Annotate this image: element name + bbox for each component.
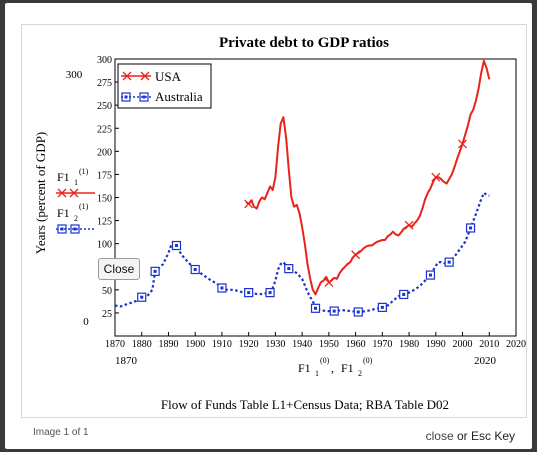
australia-point-marker-dot	[314, 306, 317, 310]
side-legend: F1 1 (1) F1 2 (1)	[56, 167, 95, 234]
usa-point-marker	[351, 250, 361, 260]
side-legend-sup-1: (1)	[79, 167, 89, 176]
side-legend-var-2: F1	[57, 206, 70, 220]
x-tick-label: 1980	[399, 339, 419, 350]
x-tick-label: 1970	[372, 339, 392, 350]
x-tick-label: 1990	[426, 339, 446, 350]
australia-point-marker-dot	[193, 268, 197, 272]
x-tick-label: 1950	[319, 339, 339, 350]
x-tick-label: 1940	[292, 339, 312, 350]
y-tick-label: 125	[97, 217, 112, 228]
side-legend-sub-2: 2	[74, 214, 78, 223]
series-line-usa	[245, 59, 491, 296]
australia-point-marker-dot	[469, 226, 473, 230]
australia-point-marker-dot	[140, 295, 144, 299]
x-tick-label: 2020	[506, 339, 526, 350]
usa-point-marker	[244, 199, 254, 209]
side-legend-usa-marker	[56, 188, 95, 198]
legend-usa-marker	[121, 71, 151, 81]
series-line-australia	[114, 191, 490, 314]
australia-point-marker-dot	[247, 291, 251, 295]
x-label-sub-1: 1	[315, 369, 319, 378]
side-legend-var-1: F1	[57, 170, 70, 184]
side-legend-sup-2: (1)	[79, 202, 89, 211]
x-tick-label: 1870	[105, 339, 125, 350]
x-range-min-label: 1870	[115, 355, 138, 367]
australia-point-marker-dot	[428, 273, 432, 277]
australia-point-marker-dot	[174, 244, 178, 248]
x-label-sup-1: (0)	[320, 356, 330, 365]
y-range-min-label: 0	[83, 316, 89, 328]
x-axis: 1870 1880 1890 1900 1910 1920 1930 1940 1950 1960…	[105, 332, 526, 350]
y-tick-label: 300	[97, 55, 112, 66]
y-tick-label: 50	[102, 286, 112, 297]
australia-point-marker-dot	[268, 291, 272, 295]
x-tick-label: 1900	[185, 339, 205, 350]
x-tick-label: 2010	[479, 339, 499, 350]
image-counter: Image 1 of 1	[33, 427, 89, 438]
side-legend-australia-marker	[56, 224, 95, 234]
close-hint: close or Esc Key	[426, 429, 515, 443]
australia-point-marker-dot	[356, 310, 360, 314]
chart-legend: USA Australia	[117, 63, 212, 109]
x-label-sub-2: 2	[358, 369, 362, 378]
x-tick-label: 2000	[453, 339, 473, 350]
x-tick-label: 1920	[239, 339, 259, 350]
y-tick-label: 175	[97, 170, 112, 181]
australia-point-marker-dot	[332, 309, 336, 313]
y-axis-label: Years (percent of GDP)	[33, 132, 48, 255]
australia-point-marker-dot	[287, 267, 291, 271]
y-tick-label: 200	[97, 147, 112, 158]
australia-point-marker-dot	[153, 269, 157, 273]
chart-caption: Flow of Funds Table L1+Census Data; RBA …	[161, 397, 449, 412]
usa-point-marker	[404, 220, 414, 230]
x-tick-label: 1890	[158, 339, 178, 350]
legend-box	[117, 63, 212, 109]
series-layer	[114, 59, 491, 317]
x-range-max-label: 2020	[474, 355, 497, 367]
x-tick-label: 1960	[346, 339, 366, 350]
usa-point-marker	[324, 277, 334, 287]
usa-point-marker	[458, 139, 467, 149]
close-button[interactable]: Close	[98, 258, 140, 280]
x-tick-label: 1910	[212, 339, 232, 350]
image-frame	[21, 24, 527, 418]
side-legend-sub-1: 1	[74, 178, 78, 187]
chart-title: Private debt to GDP ratios	[219, 35, 389, 51]
y-tick-label: 275	[97, 78, 112, 89]
legend-usa-label: USA	[155, 69, 182, 84]
australia-point-marker-dot	[402, 292, 406, 296]
australia-point-marker-dot	[447, 260, 451, 264]
legend-australia-marker	[121, 92, 151, 102]
y-tick-label: 225	[97, 124, 112, 135]
y-tick-label: 250	[97, 101, 112, 112]
x-tick-label: 1880	[132, 339, 152, 350]
or-text: or	[456, 429, 468, 443]
y-range-max-label: 300	[66, 69, 83, 81]
legend-australia-label: Australia	[155, 89, 203, 104]
y-tick-label: 100	[97, 240, 112, 251]
x-label-var-1: F1	[298, 361, 311, 375]
close-link[interactable]: close	[425, 429, 454, 443]
usa-point-marker	[431, 172, 441, 182]
y-tick-label: 25	[102, 309, 112, 320]
x-tick-label: 1930	[265, 339, 285, 350]
x-axis-label: F1 1 (0) , F1 2 (0)	[298, 356, 373, 378]
australia-point-marker-dot	[220, 286, 224, 290]
x-label-separator: ,	[331, 361, 334, 375]
y-axis: 255075100125150175200225250275300	[97, 55, 119, 337]
x-label-sup-2: (0)	[363, 356, 373, 365]
australia-point-marker-dot	[380, 305, 384, 309]
esc-key-text: Esc Key	[470, 429, 515, 443]
x-label-var-2: F1	[341, 361, 354, 375]
y-tick-label: 150	[97, 194, 112, 205]
